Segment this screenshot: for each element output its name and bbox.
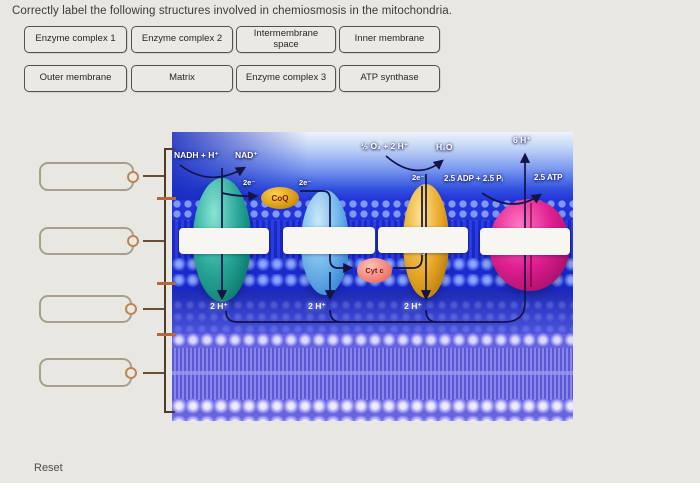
outer-membrane-lipid-heads-top	[172, 332, 573, 349]
drop-target-enzyme-complex-2[interactable]	[283, 227, 375, 254]
region-bracket	[164, 148, 166, 413]
reset-button[interactable]: Reset	[34, 462, 63, 474]
bracket-tick	[157, 282, 176, 285]
leader-line	[143, 308, 165, 310]
pumped-h-label-3: 2 H⁺	[404, 301, 422, 311]
outer-membrane-midline	[172, 371, 573, 375]
chip-label: Matrix	[169, 72, 195, 84]
chip-label: Enzyme complex 1	[35, 33, 116, 45]
answer-slot-inner-membrane-region[interactable]	[39, 227, 139, 255]
leader-line	[143, 372, 165, 374]
drop-target-atp-synthase[interactable]	[480, 228, 570, 255]
outer-membrane-lipid-heads-bottom	[172, 398, 573, 421]
electron-label-3: 2e⁻	[412, 173, 425, 182]
connector-dot	[125, 366, 137, 379]
adp-label: 2.5 ADP + 2.5 Pᵢ	[444, 174, 503, 183]
intermembrane-space-region	[172, 290, 573, 336]
connector-dot	[125, 303, 137, 315]
pumped-h-label-2: 2 H⁺	[308, 301, 326, 311]
cytc-carrier: Cyt c	[357, 258, 392, 283]
label-chip-matrix[interactable]: Matrix	[131, 65, 233, 92]
label-chip-intermembrane-space[interactable]: Intermembrane space	[236, 26, 336, 53]
electron-label-1: 2e⁻	[243, 178, 256, 187]
label-chip-outer-membrane[interactable]: Outer membrane	[24, 65, 127, 92]
oxygen-label: ½ O₂ + 2 H⁺	[361, 141, 409, 151]
drop-target-enzyme-complex-3[interactable]	[378, 227, 468, 253]
label-chip-atp-synthase[interactable]: ATP synthase	[339, 65, 440, 92]
bracket-tick	[157, 197, 176, 200]
leader-line	[143, 240, 165, 242]
intermembrane-space-texture	[172, 300, 573, 336]
coq-label: CoQ	[271, 193, 289, 203]
chip-label: Enzyme complex 2	[141, 33, 223, 45]
nad-label: NAD⁺	[235, 150, 258, 160]
bracket-top-stub	[164, 148, 175, 150]
answer-slot-matrix-region[interactable]	[39, 162, 139, 191]
label-chip-enzyme-complex-1[interactable]: Enzyme complex 1	[24, 26, 127, 53]
label-chip-inner-membrane[interactable]: Inner membrane	[339, 26, 440, 53]
nadh-label: NADH + H⁺	[174, 150, 219, 160]
electron-label-2: 2e⁻	[299, 178, 312, 187]
connector-dot	[127, 235, 139, 247]
six-h-label: 6 H⁺	[513, 135, 531, 145]
atp-label: 2.5 ATP	[534, 173, 563, 182]
page-title: Correctly label the following structures…	[12, 5, 453, 17]
coq-carrier: CoQ	[261, 187, 299, 209]
bracket-bottom-stub	[164, 411, 175, 413]
chip-label: Enzyme complex 3	[245, 72, 327, 84]
cytc-label: Cyt c	[365, 266, 384, 275]
answer-slot-outer-membrane-region[interactable]	[39, 358, 137, 387]
chip-label: Intermembrane space	[253, 27, 319, 50]
chip-label: ATP synthase	[360, 72, 419, 84]
bracket-tick	[157, 333, 176, 336]
label-chip-enzyme-complex-3[interactable]: Enzyme complex 3	[236, 65, 336, 92]
chip-label: Outer membrane	[39, 72, 112, 84]
chemiosmosis-diagram: CoQ Cyt c NADH + H⁺ NAD⁺ 2e⁻ 2e⁻ 2e⁻ ½ O…	[172, 132, 573, 421]
leader-line	[143, 175, 165, 177]
water-label: H₂O	[436, 142, 453, 152]
label-chip-enzyme-complex-2[interactable]: Enzyme complex 2	[131, 26, 233, 53]
drop-target-enzyme-complex-1[interactable]	[179, 228, 269, 254]
electron-flow-arrows	[179, 152, 542, 323]
pumped-h-label-1: 2 H⁺	[210, 301, 228, 311]
chip-label: Inner membrane	[354, 33, 425, 45]
connector-dot	[127, 170, 139, 183]
answer-slot-intermembrane-space-region[interactable]	[39, 295, 137, 323]
